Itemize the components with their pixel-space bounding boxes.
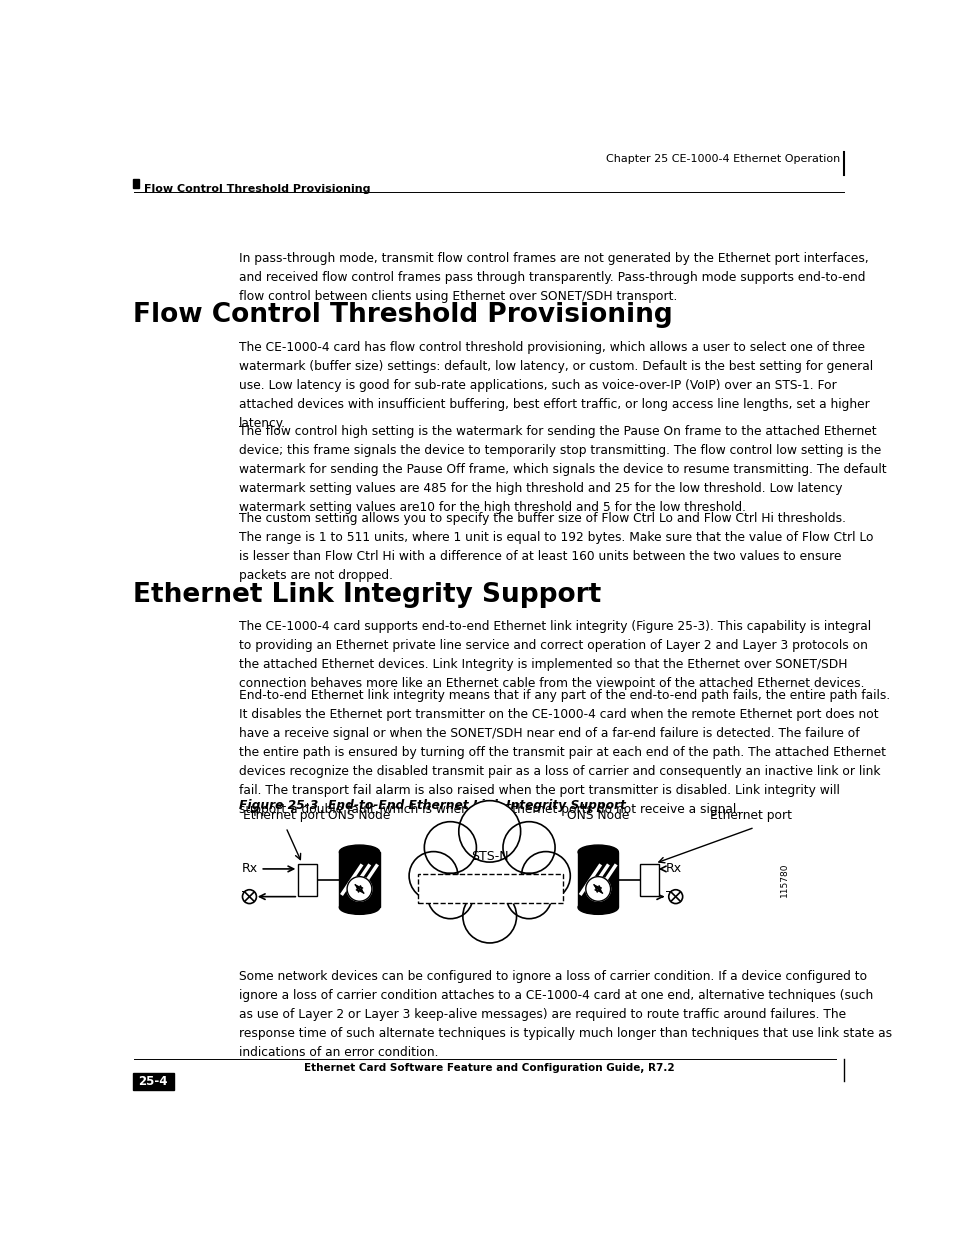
Text: Figure 25-3: Figure 25-3 [239, 799, 318, 811]
Text: SONET: SONET [468, 883, 511, 897]
Circle shape [502, 821, 555, 873]
Text: Ethernet Card Software Feature and Configuration Guide, R7.2: Ethernet Card Software Feature and Confi… [303, 1063, 674, 1073]
Bar [298, 863, 316, 895]
Text: STS-N: STS-N [471, 850, 508, 863]
Circle shape [506, 873, 551, 919]
Ellipse shape [339, 900, 379, 914]
Text: Flow Control Threshold Provisioning: Flow Control Threshold Provisioning [144, 184, 370, 194]
Text: Ethernet port: Ethernet port [709, 809, 791, 823]
Bar [578, 852, 618, 908]
Ellipse shape [578, 845, 618, 858]
Circle shape [460, 847, 517, 904]
Text: End-to-End Ethernet Link Integrity Support: End-to-End Ethernet Link Integrity Suppo… [328, 799, 626, 811]
Circle shape [668, 889, 682, 904]
Text: 115780: 115780 [779, 862, 788, 897]
Text: The custom setting allows you to specify the buffer size of Flow Ctrl Lo and Flo: The custom setting allows you to specify… [239, 513, 873, 583]
Text: Chapter 25 CE-1000-4 Ethernet Operation: Chapter 25 CE-1000-4 Ethernet Operation [605, 154, 840, 164]
Text: The CE-1000-4 card supports end-to-end Ethernet link integrity (Figure 25-3). Th: The CE-1000-4 card supports end-to-end E… [239, 620, 871, 690]
Bar [133, 1073, 173, 1091]
Circle shape [462, 889, 516, 944]
Text: Rx: Rx [241, 862, 257, 876]
Bar [417, 873, 562, 903]
Bar [639, 863, 658, 895]
Text: Rx: Rx [665, 862, 681, 876]
Text: The flow control high setting is the watermark for sending the Pause On frame to: The flow control high setting is the wat… [239, 425, 886, 515]
Text: ONS Node: ONS Node [566, 809, 629, 823]
Circle shape [424, 821, 476, 873]
Text: ONS Node: ONS Node [328, 809, 391, 823]
Text: Ethernet port: Ethernet port [243, 809, 325, 823]
Ellipse shape [578, 900, 618, 914]
Circle shape [585, 877, 610, 902]
Circle shape [521, 852, 570, 900]
Text: The CE-1000-4 card has flow control threshold provisioning, which allows a user : The CE-1000-4 card has flow control thre… [239, 341, 873, 430]
Text: Some network devices can be configured to ignore a loss of carrier condition. If: Some network devices can be configured t… [239, 969, 892, 1058]
Text: End-to-end Ethernet link integrity means that if any part of the end-to-end path: End-to-end Ethernet link integrity means… [239, 689, 890, 816]
Bar [133, 179, 139, 188]
Text: Tx: Tx [665, 890, 680, 903]
Circle shape [458, 800, 520, 862]
Circle shape [347, 877, 372, 902]
Ellipse shape [339, 845, 379, 858]
Text: Ethernet Link Integrity Support: Ethernet Link Integrity Support [133, 582, 600, 608]
Text: 25-4: 25-4 [138, 1074, 168, 1088]
Bar [339, 852, 379, 908]
Text: Flow Control Threshold Provisioning: Flow Control Threshold Provisioning [133, 303, 672, 329]
Circle shape [427, 873, 473, 919]
Circle shape [242, 889, 256, 904]
Text: In pass-through mode, transmit flow control frames are not generated by the Ethe: In pass-through mode, transmit flow cont… [239, 252, 868, 303]
Circle shape [409, 852, 457, 900]
Text: Tx: Tx [241, 890, 256, 903]
